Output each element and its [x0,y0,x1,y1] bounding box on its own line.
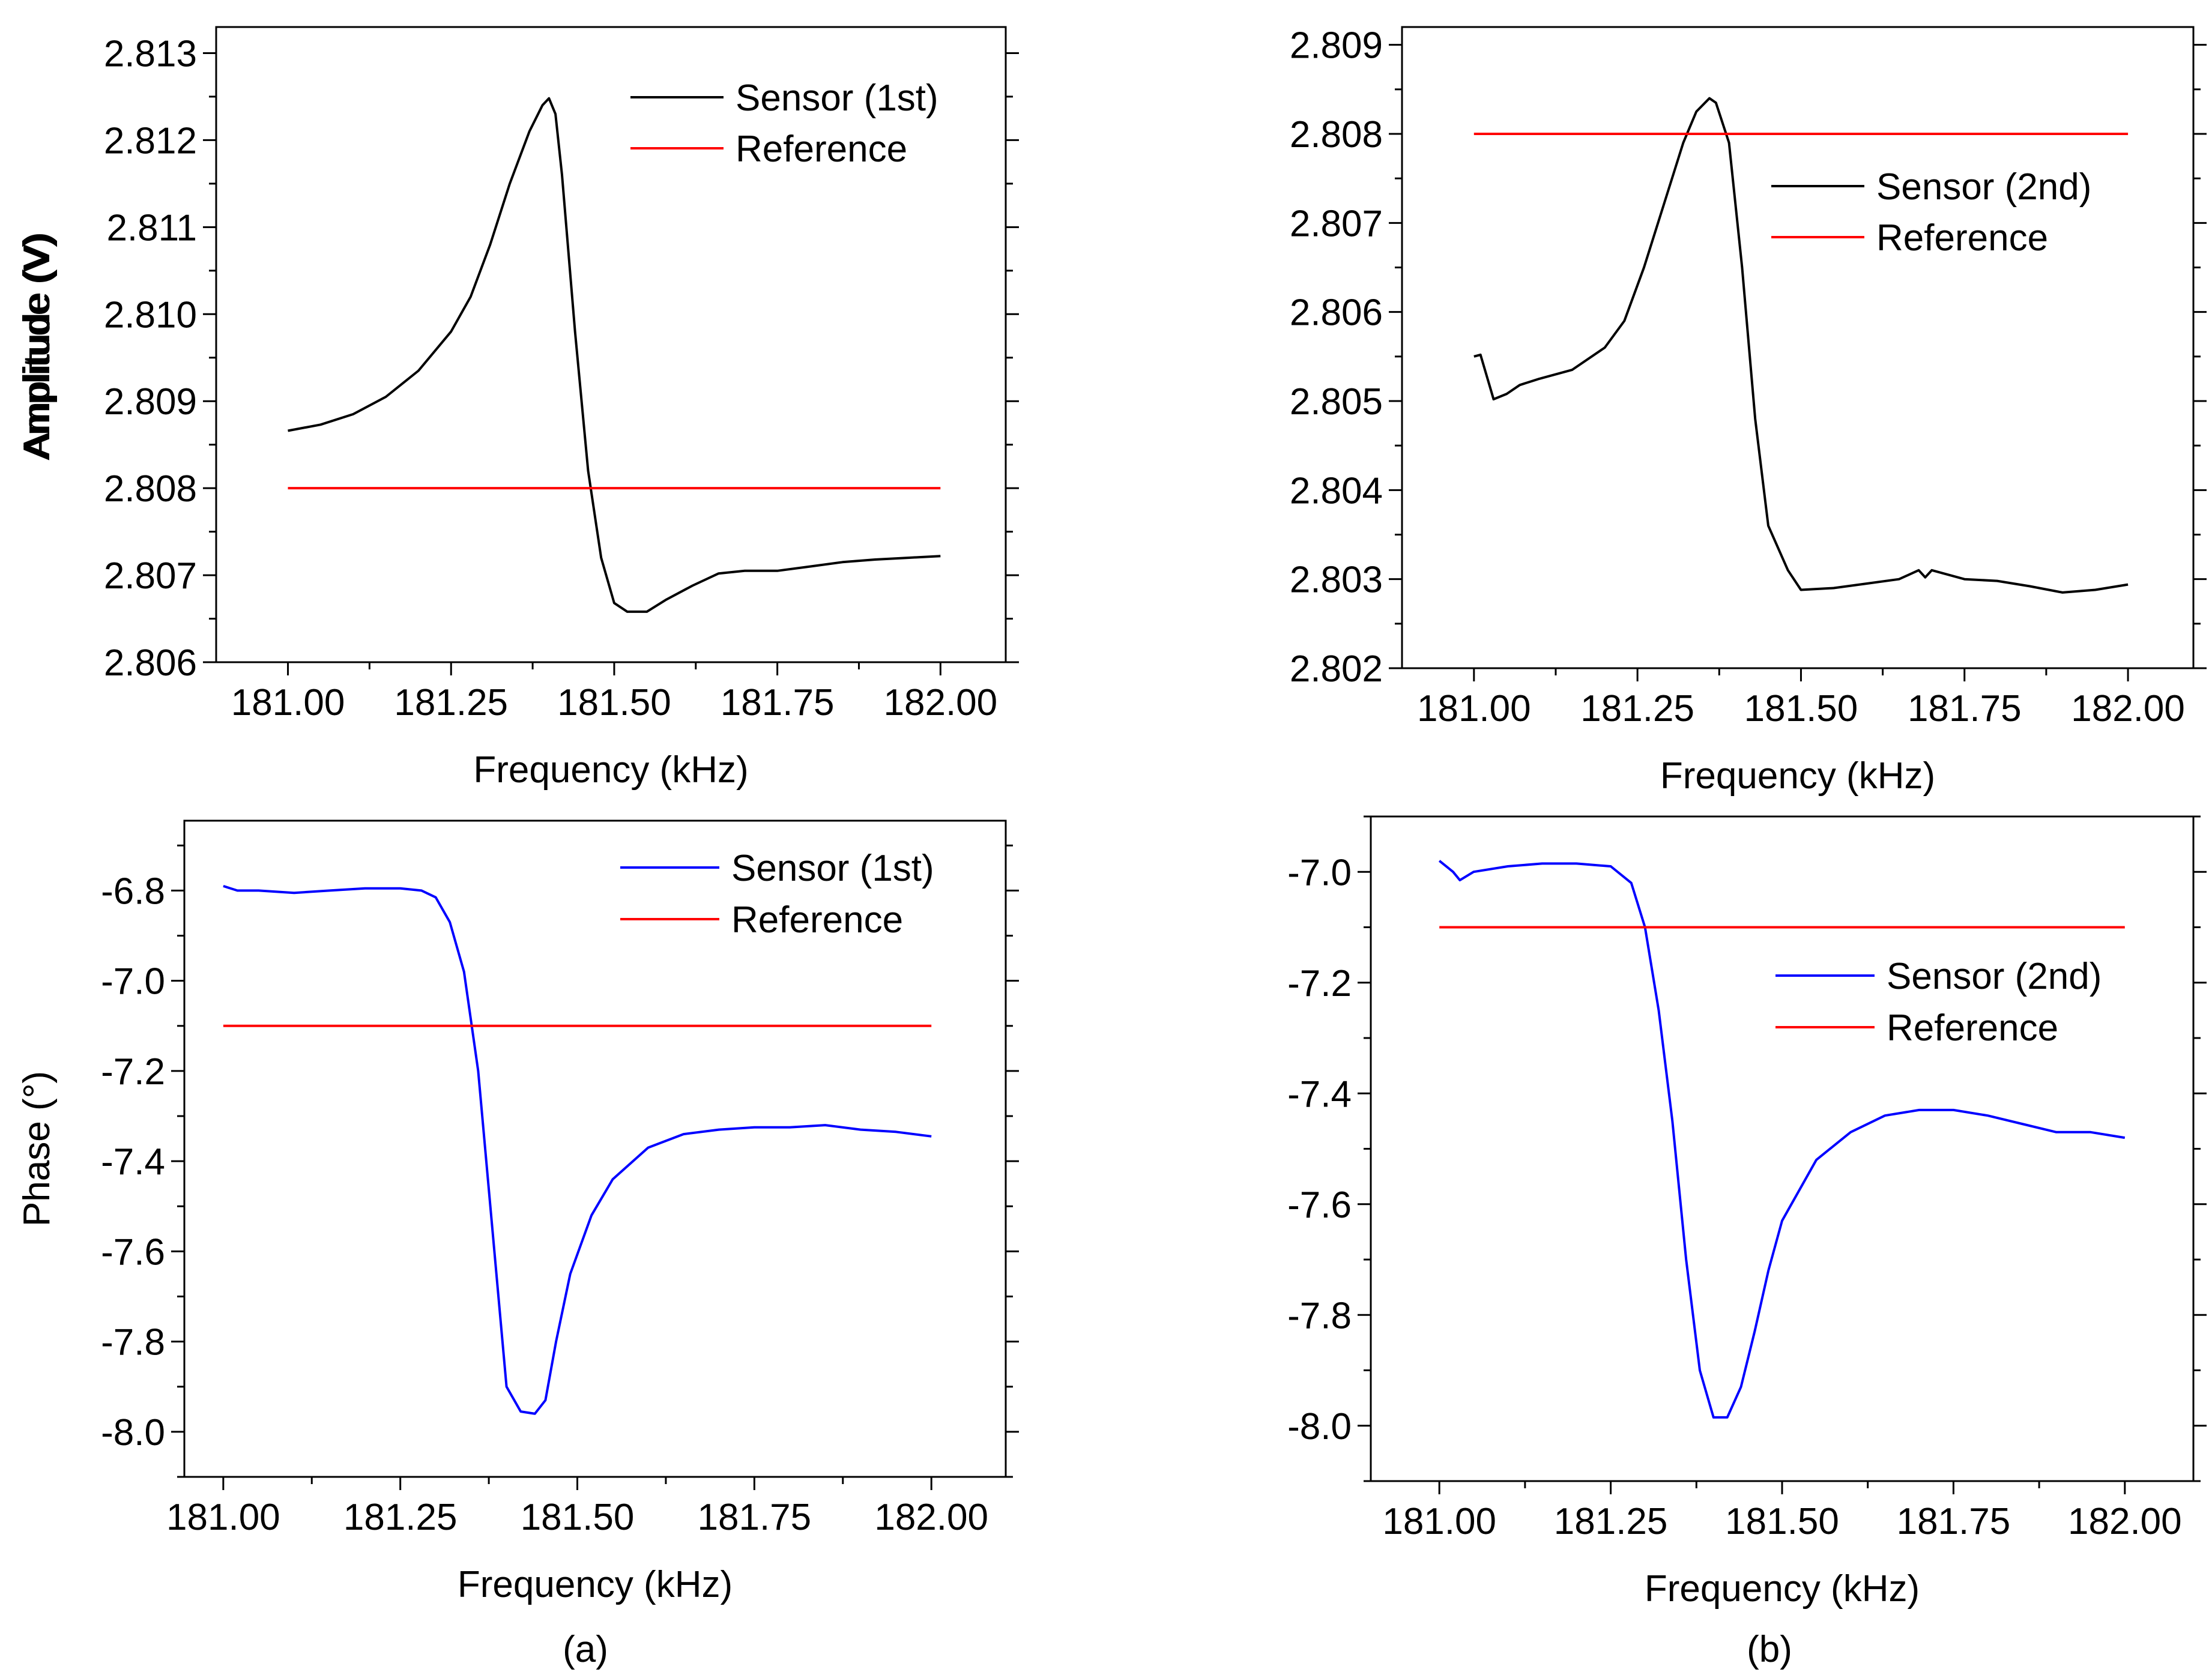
x-axis-title: Frequency (kHz) [473,749,748,791]
x-tick-label: 181.50 [557,682,671,723]
series-line-sensor [1438,860,2126,1419]
y-tick-label: -7.6 [1287,1185,1352,1226]
legend-label-reference: Reference [1876,217,2048,259]
chart-amplitude-2nd: 181.00 181.25 181.50 181.75 182.00 2.802 2.803… [16,25,2207,797]
y-tick-label: 2.808 [1290,114,1383,155]
x-tick-label: 181.50 [1744,688,1858,729]
panel-label-a: (a) [563,1629,608,1670]
x-tick-label: 181.00 [1417,688,1531,729]
y-tick-label: 2.808 [104,468,197,510]
y-tick-label: 2.803 [1290,560,1383,601]
y-tick-label: -8.0 [101,1412,165,1453]
series-line-sensor [223,884,932,1415]
y-tick-label: -7.2 [1287,963,1352,1004]
x-tick-label: 181.75 [1897,1501,2011,1542]
panel-label-b: (b) [1747,1629,1792,1670]
y-tick-label: 2.805 [1290,381,1383,423]
y-axis-title: Phase (°) [16,1071,58,1227]
x-axis-title: Frequency (kHz) [458,1564,733,1605]
y-axis-title: Amplitude (V) [16,232,58,457]
x-tick-label: 182.00 [874,1497,988,1538]
y-tick-label: -7.4 [1287,1073,1352,1115]
y-tick-label: 2.806 [1290,292,1383,334]
y-tick-label: 2.807 [104,555,197,597]
y-tick-label: 2.811 [106,207,197,249]
plot-frame [215,26,1007,663]
y-tick-label: 2.809 [104,381,197,423]
x-tick-label: 181.75 [1908,688,2022,729]
legend-label-reference: Reference [736,128,907,170]
x-tick-label: 181.50 [521,1497,635,1538]
y-tick-label: 2.807 [1290,203,1383,244]
x-tick-label: 181.25 [343,1497,458,1538]
y-tick-label: -7.0 [101,961,165,1003]
x-tick-label: 181.25 [394,682,508,723]
x-tick-label: 181.75 [698,1497,812,1538]
chart-amplitude-1st: 181.00 181.25 181.50 181.75 182.00 2.806 2.807… [16,26,1019,791]
x-tick-label: 182.00 [884,682,998,723]
y-axis-title: Amplitude (V) [16,235,58,460]
y-tick-label: -7.0 [1287,852,1352,893]
legend-label-sensor: Sensor (1st) [731,848,934,889]
x-tick-label: 181.25 [1580,688,1694,729]
y-tick-label: -8.0 [1287,1406,1352,1447]
plot-frame [1401,26,2195,669]
y-tick-label: -6.8 [101,871,165,912]
y-tick-label: 2.810 [104,294,197,336]
x-tick-label: 181.25 [1554,1501,1668,1542]
chart-phase-1st: 181.00 181.25 181.50 181.75 182.00 -8.0 -7.8 -7… [16,819,1019,1605]
y-axis-title: Phase (°) [16,1071,58,1227]
y-tick-label: 2.806 [104,642,197,684]
x-tick-label: 181.00 [1382,1501,1496,1542]
y-tick-label: 2.809 [1290,25,1383,67]
x-axis-title: Frequency (kHz) [1645,1568,1920,1610]
plot-frame [1370,815,2195,1482]
y-tick-label: -7.4 [101,1141,165,1183]
series-line-sensor [288,97,941,613]
legend-label-sensor: Sensor (2nd) [1887,956,2102,997]
y-tick-label: 2.812 [104,120,197,161]
series-line-sensor [1473,97,2129,594]
legend-label-sensor: Sensor (1st) [736,77,938,119]
x-tick-label: 182.00 [2068,1501,2182,1542]
legend-label-reference: Reference [1887,1007,2058,1049]
y-tick-label: -7.8 [1287,1295,1352,1336]
x-tick-label: 182.00 [2071,688,2185,729]
x-axis-title: Frequency (kHz) [1660,755,1935,797]
x-tick-label: 181.75 [721,682,835,723]
plot-frame [183,819,1007,1478]
chart-phase-2nd: 181.00 181.25 181.50 181.75 182.00 -8.0 -7.8 -7… [16,815,2207,1610]
y-tick-label: 2.804 [1290,470,1383,512]
y-tick-label: -7.6 [101,1231,165,1273]
y-tick-label: 2.802 [1290,648,1383,690]
x-tick-label: 181.00 [231,682,345,723]
x-tick-label: 181.50 [1725,1501,1839,1542]
y-tick-label: 2.813 [104,33,197,74]
y-tick-label: -7.2 [101,1051,165,1093]
y-tick-label: -7.8 [101,1322,165,1363]
legend-label-sensor: Sensor (2nd) [1876,166,2091,208]
x-tick-label: 181.00 [166,1497,280,1538]
legend-label-reference: Reference [731,899,903,941]
